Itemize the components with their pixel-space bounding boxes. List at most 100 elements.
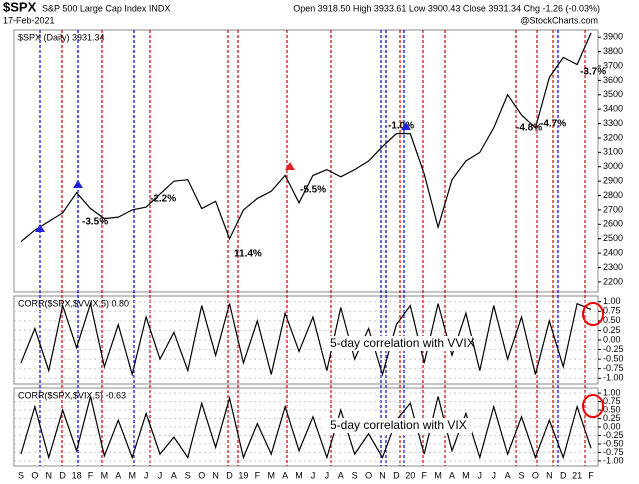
chart-subtitle: S&P 500 Large Cap Index INDX [42, 3, 170, 13]
y-tick-label: 3600 [603, 75, 623, 85]
highlight [582, 302, 604, 326]
x-tick-label: J [144, 470, 149, 480]
series-line [20, 395, 592, 460]
x-tick-label: A [505, 470, 511, 480]
y-tick-label: 0.25 [603, 325, 621, 335]
x-tick-label: 21 [572, 470, 582, 480]
annotation: 5-day correlation with VIX [330, 418, 467, 432]
y-tick-label: 3500 [603, 89, 623, 99]
series-line [20, 32, 592, 243]
x-tick-label: D [59, 470, 66, 480]
y-tick-label: 0.25 [603, 413, 621, 423]
x-tick-label: M [462, 470, 470, 480]
x-tick-label: D [393, 470, 400, 480]
x-tick-label: O [365, 470, 372, 480]
x-tick-label: S [185, 470, 191, 480]
x-tick-label: N [546, 470, 553, 480]
annotation: -3.5% [82, 217, 108, 228]
annotation: -4.7% [540, 119, 566, 130]
annotation: -3.7% [580, 67, 606, 78]
legend-entry: $SPX (Daily) 3931.34 [18, 32, 105, 42]
x-tick-label: N [379, 470, 386, 480]
chart-date: 17-Feb-2021 [3, 15, 55, 25]
y-tick-label: -0.25 [603, 344, 624, 354]
x-tick-label: J [325, 470, 330, 480]
note-box [322, 336, 472, 351]
x-tick-label: F [255, 470, 261, 480]
x-tick-label: F [88, 470, 94, 480]
y-tick-label: 0.00 [603, 421, 621, 431]
x-tick-label: F [421, 470, 427, 480]
x-tick-label: M [267, 470, 275, 480]
x-tick-label: 19 [238, 470, 248, 480]
x-tick-label: N [46, 470, 53, 480]
y-tick-label: -1.00 [603, 373, 624, 383]
y-tick-label: 2200 [603, 276, 623, 286]
y-tick-label: -0.75 [603, 363, 624, 373]
annotation: -2.2% [150, 194, 176, 205]
x-tick-label: A [282, 470, 288, 480]
y-tick-label: 1.00 [603, 296, 621, 306]
x-tick-label: D [560, 470, 567, 480]
y-tick-label: -0.25 [603, 430, 624, 440]
y-tick-label: 3300 [603, 118, 623, 128]
y-tick-label: 3200 [603, 132, 623, 142]
source: @StockCharts.com [520, 15, 598, 25]
y-tick-label: 2600 [603, 219, 623, 229]
y-tick-label: 3000 [603, 161, 623, 171]
x-tick-label: F [588, 470, 594, 480]
legend-entry: CORR($SPX,$VVIX,5) 0.80 [18, 298, 129, 308]
y-tick-label: 3700 [603, 60, 623, 70]
y-tick-label: 2800 [603, 190, 623, 200]
y-tick-label: -0.50 [603, 438, 624, 448]
x-tick-label: A [171, 470, 177, 480]
y-tick-label: 2900 [603, 176, 623, 186]
x-tick-label: O [532, 470, 539, 480]
x-tick-label: M [434, 470, 442, 480]
x-tick-label: D [226, 470, 233, 480]
y-tick-label: 3800 [603, 46, 623, 56]
x-tick-label: S [18, 470, 24, 480]
marker-triangle [73, 180, 83, 188]
y-tick-label: 2700 [603, 204, 623, 214]
x-tick-label: J [491, 470, 496, 480]
annotation: 5-day correlation with VVIX [330, 336, 475, 350]
marker-triangle [285, 162, 295, 170]
x-tick-label: S [352, 470, 358, 480]
legend-entry: CORR($SPX,$VIX,5) -0.63 [18, 390, 126, 400]
x-tick-label: N [212, 470, 219, 480]
y-tick-label: 2400 [603, 248, 623, 258]
y-tick-label: -0.50 [603, 354, 624, 364]
x-tick-label: J [158, 470, 163, 480]
x-tick-label: S [519, 470, 525, 480]
y-tick-label: 2300 [603, 262, 623, 272]
y-tick-label: 0.50 [603, 404, 621, 414]
y-tick-label: 0.00 [603, 334, 621, 344]
x-tick-label: J [478, 470, 483, 480]
x-tick-label: O [198, 470, 205, 480]
marker-triangle [35, 224, 45, 232]
note-box [322, 418, 472, 433]
x-tick-label: 20 [405, 470, 415, 480]
x-tick-label: M [295, 470, 303, 480]
annotation: -1.0% [388, 121, 414, 132]
highlight [582, 394, 604, 418]
x-tick-label: A [449, 470, 455, 480]
y-tick-label: 3100 [603, 147, 623, 157]
x-tick-label: O [31, 470, 38, 480]
annotation: 11.4% [234, 249, 262, 260]
x-tick-label: 18 [72, 470, 82, 480]
y-tick-label: 0.75 [603, 396, 621, 406]
x-tick-label: M [101, 470, 109, 480]
annotation: -5.5% [300, 185, 326, 196]
chart-title: $SPX [3, 0, 37, 14]
panel-frame [13, 29, 599, 293]
y-tick-label: 0.50 [603, 315, 621, 325]
y-tick-label: 0.75 [603, 306, 621, 316]
y-tick-label: 3900 [603, 32, 623, 42]
y-tick-label: -1.00 [603, 455, 624, 465]
series-line [20, 301, 592, 377]
y-tick-label: 2500 [603, 233, 623, 243]
y-tick-label: -0.75 [603, 447, 624, 457]
